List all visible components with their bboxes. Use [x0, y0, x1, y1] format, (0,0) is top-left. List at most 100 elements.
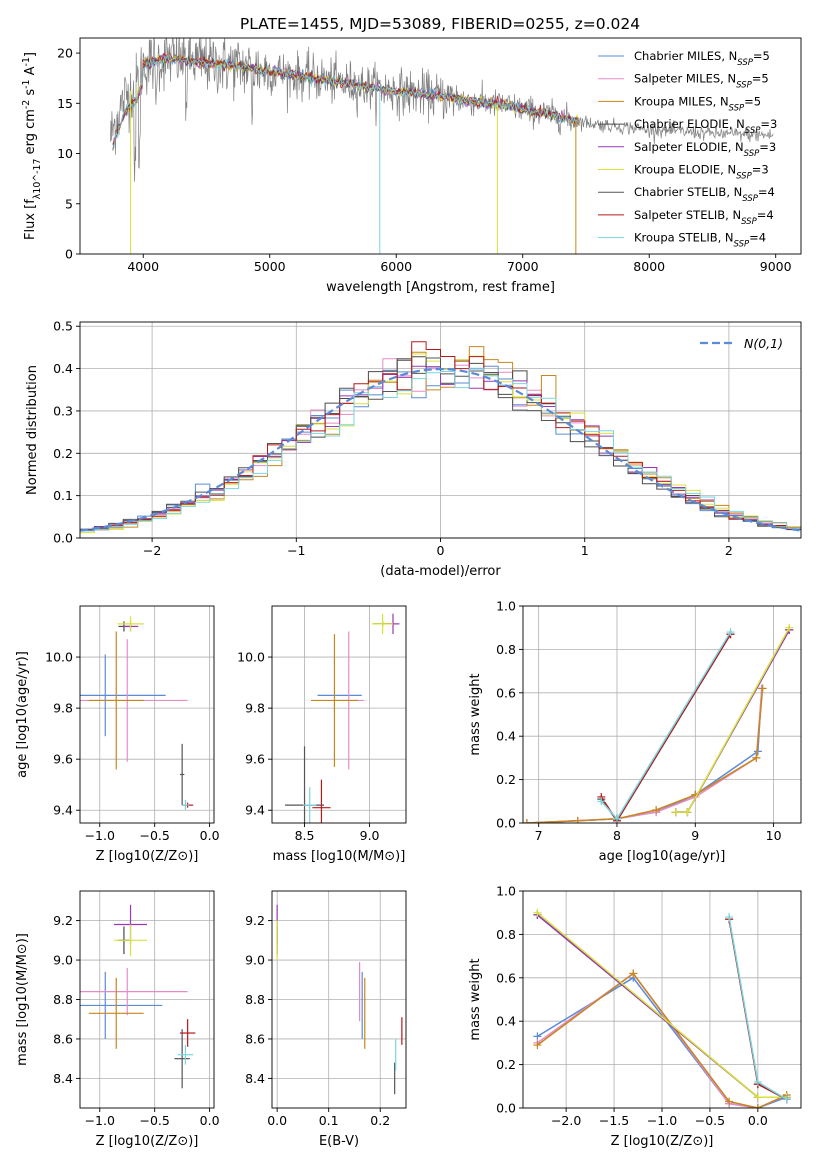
plot-area [523, 623, 794, 823]
x-tick-label: 6000 [380, 259, 412, 274]
y-axis-label: mass [log10(M/M⊙)] [15, 933, 30, 1066]
x-axis-label: mass [log10(M/M⊙)] [273, 849, 406, 864]
line-kroupa-miles [526, 688, 764, 823]
y-tick-label: 0.4 [53, 361, 73, 376]
figure-title: PLATE=1455, MJD=53089, FIBERID=0255, z=0… [240, 15, 640, 33]
line-salpeter-miles [526, 688, 763, 823]
legend-label-chabrier-stelib: Chabrier STELIB, NSSP=4 [634, 185, 775, 204]
y-tick-label: 0.0 [53, 531, 73, 546]
point-kroupa-stelib [726, 628, 735, 637]
y-axis-label: Normed distribution [25, 365, 40, 495]
plot-area [276, 904, 403, 1095]
normal-curve [80, 367, 801, 532]
point-kroupa-miles [725, 1097, 734, 1106]
y-tick-label: 9.0 [245, 953, 265, 968]
point-kroupa-miles [652, 805, 661, 814]
panel-age_vs_Z: −1.0 −0.5 0.0 9.4 9.6 9.8 10.0 Z [log10(Z/Z⊙)] a… [15, 605, 220, 864]
x-tick-label: 0.0 [200, 828, 220, 843]
y-tick-label: 0.5 [53, 319, 73, 334]
x-tick-label: 7000 [507, 259, 539, 274]
y-tick-label: 0.8 [496, 642, 516, 657]
y-tick-label: 9.4 [53, 803, 73, 818]
y-tick-label: 0.2 [53, 446, 73, 461]
x-tick-label: 9 [691, 828, 699, 843]
y-tick-label: 9.8 [53, 701, 73, 716]
x-tick-label: −2 [143, 543, 161, 558]
x-tick-label: 9000 [760, 259, 792, 274]
plot-area [110, 38, 774, 254]
spectrum-model-salpeter-stelib [112, 51, 579, 144]
point-kroupa-elodie [671, 808, 680, 817]
x-tick-label: −1.5 [599, 1113, 629, 1128]
line-salpeter-stelib [600, 633, 732, 823]
x-tick-label: 5000 [254, 259, 286, 274]
plot-area [285, 613, 400, 823]
y-tick-label: 9.8 [245, 701, 265, 716]
y-tick-label: 0.1 [53, 488, 73, 503]
y-tick-label: 8.8 [245, 992, 265, 1007]
x-tick-label: 9.0 [360, 828, 380, 843]
x-tick-label: −2.0 [551, 1113, 581, 1128]
point-kroupa-miles [629, 969, 638, 978]
y-tick-label: 10.0 [45, 650, 73, 665]
legend-label-kroupa-elodie: Kroupa ELODIE, NSSP=3 [634, 163, 769, 182]
legend-label-salpeter-elodie: Salpeter ELODIE, NSSP=3 [634, 140, 776, 159]
y-axis-label: age [log10(age/yr)] [15, 651, 30, 778]
y-axis-label: Flux [fλ10^-17 erg cm-2 s-1 A-1] [21, 52, 43, 240]
spectrum-data-line [110, 38, 774, 182]
axes-frame [271, 605, 407, 824]
y-tick-label: 0.4 [496, 1014, 516, 1029]
line-kroupa-elodie [675, 627, 790, 813]
x-tick-label: 4000 [127, 259, 159, 274]
x-tick-label: 7 [535, 828, 543, 843]
x-tick-label: −1 [287, 543, 305, 558]
y-tick-label: 0.3 [53, 403, 73, 418]
legend-label-kroupa-miles: Kroupa MILES, NSSP=5 [634, 94, 761, 113]
axes-frame [522, 605, 802, 824]
y-tick-label: 8.4 [245, 1071, 265, 1086]
y-tick-label: 0.6 [496, 685, 516, 700]
point-kroupa-miles [758, 684, 767, 693]
legend-label-chabrier-miles: Chabrier MILES, NSSP=5 [634, 49, 770, 68]
y-tick-label: 9.0 [53, 953, 73, 968]
legend-label-kroupa-stelib: Kroupa STELIB, NSSP=4 [634, 231, 766, 250]
y-axis-label: mass weight [468, 958, 483, 1040]
line-kroupa-stelib [600, 631, 732, 820]
y-tick-label: 0 [65, 247, 73, 262]
legend-label-salpeter-stelib: Salpeter STELIB, NSSP=4 [634, 208, 774, 227]
x-tick-label: 10 [766, 828, 782, 843]
point-kroupa-elodie [753, 1093, 762, 1102]
y-tick-label: 9.2 [245, 913, 265, 928]
plot-area [80, 616, 194, 811]
x-tick-label: 8000 [633, 259, 665, 274]
x-tick-label: 0.0 [748, 1113, 768, 1128]
panel-mass_vs_Z: −1.0 −0.5 0.0 8.4 8.6 8.8 9.0 9.2 Z [log10(Z/Z⊙)… [15, 890, 220, 1149]
x-axis-label: (data-model)/error [380, 564, 501, 579]
line-chabrier-miles [526, 688, 763, 823]
y-tick-label: 9.4 [245, 803, 265, 818]
histogram-chabrier-stelib [80, 357, 801, 531]
x-tick-label: 0.0 [267, 1113, 287, 1128]
y-tick-label: 5 [65, 196, 73, 211]
x-tick-label: −0.5 [695, 1113, 725, 1128]
spectrum-model-kroupa-stelib [112, 52, 579, 148]
line-chabrier-stelib [600, 633, 732, 823]
point-kroupa-elodie [785, 623, 794, 632]
point-kroupa-miles [533, 1041, 542, 1050]
x-axis-label: Z [log10(Z/Z⊙)] [96, 849, 199, 864]
histogram-salpeter-stelib [80, 341, 801, 532]
y-tick-label: 0.4 [496, 729, 516, 744]
x-tick-label: 8.5 [295, 828, 315, 843]
y-tick-label: 0.8 [496, 927, 516, 942]
y-tick-label: 8.6 [53, 1031, 73, 1046]
x-axis-label: Z [log10(Z/Z⊙)] [96, 1134, 199, 1149]
panel-residuals: −2 −1 0 1 2 0.0 0.1 0.2 0.3 0.4 0.5 (data-model)/er… [25, 319, 802, 579]
x-tick-label: 0.0 [200, 1113, 220, 1128]
y-tick-label: 1.0 [496, 599, 516, 614]
x-axis-label: age [log10(age/yr)] [599, 849, 726, 864]
point-kroupa-miles [573, 816, 582, 823]
panel-age_vs_mass: 8.5 9.0 9.4 9.6 9.8 10.0 mass [log10(M/M⊙)] [237, 605, 407, 864]
y-tick-label: 10 [57, 146, 73, 161]
plot-area [80, 341, 801, 534]
